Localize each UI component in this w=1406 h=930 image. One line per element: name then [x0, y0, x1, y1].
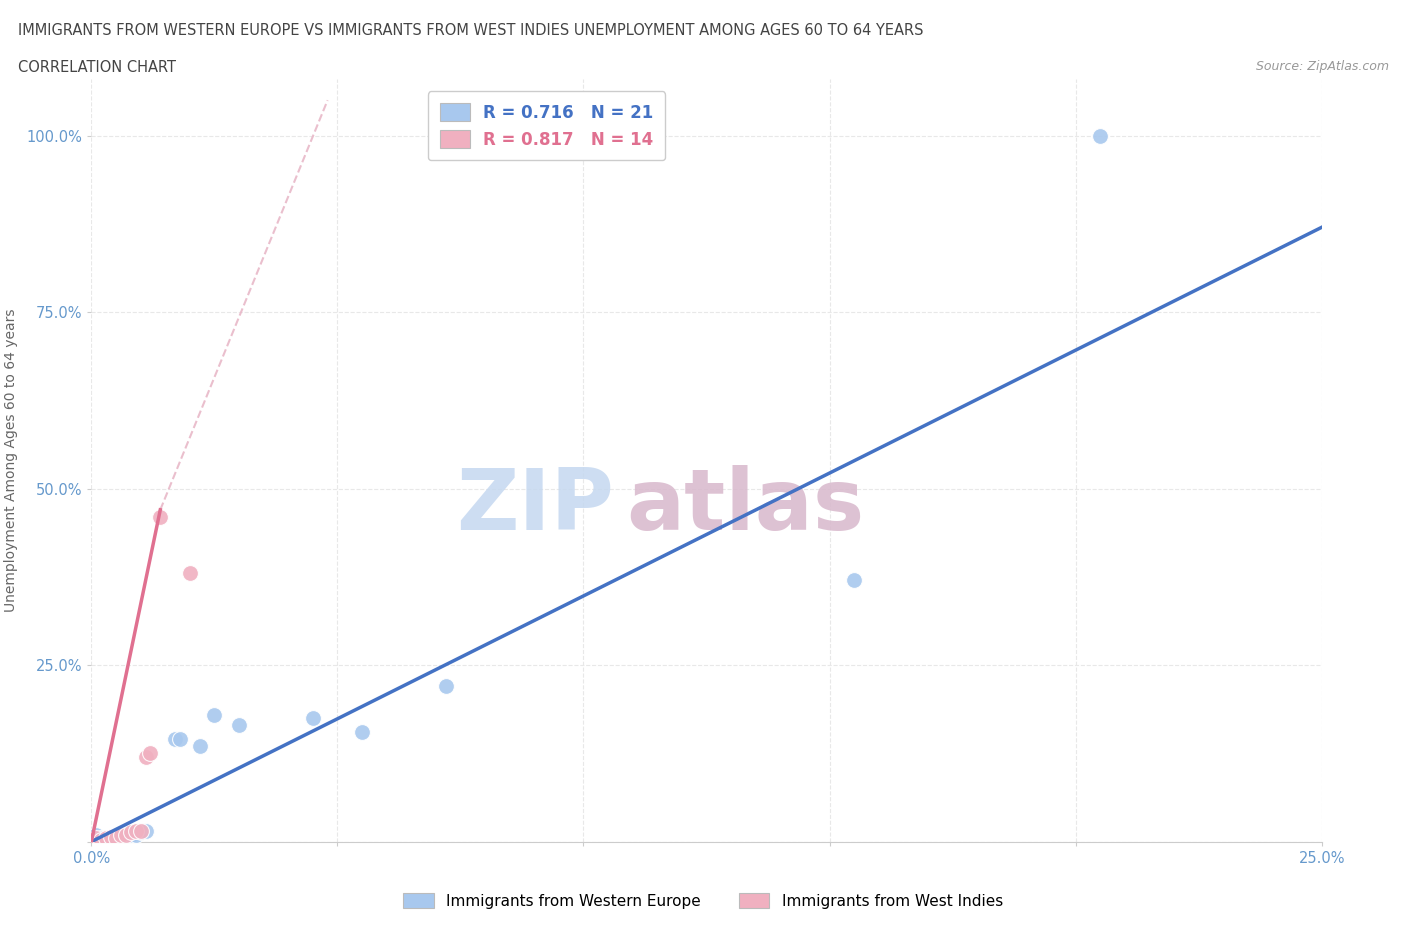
Point — [301, 711, 323, 725]
Point — [110, 830, 132, 844]
Point — [96, 830, 117, 845]
Point — [434, 679, 457, 694]
Point — [124, 824, 146, 839]
Point — [120, 825, 142, 840]
Text: CORRELATION CHART: CORRELATION CHART — [18, 60, 176, 75]
Point — [129, 824, 152, 839]
Point — [139, 746, 162, 761]
Point — [352, 724, 374, 739]
Point — [100, 830, 122, 844]
Point — [114, 827, 138, 842]
Text: Source: ZipAtlas.com: Source: ZipAtlas.com — [1256, 60, 1389, 73]
Point — [169, 732, 191, 747]
Text: ZIP: ZIP — [457, 465, 614, 548]
Point — [114, 830, 138, 845]
Point — [202, 707, 225, 722]
Text: IMMIGRANTS FROM WESTERN EUROPE VS IMMIGRANTS FROM WEST INDIES UNEMPLOYMENT AMONG: IMMIGRANTS FROM WESTERN EUROPE VS IMMIGR… — [18, 23, 924, 38]
Point — [135, 824, 156, 839]
Legend: R = 0.716   N = 21, R = 0.817   N = 14: R = 0.716 N = 21, R = 0.817 N = 14 — [427, 91, 665, 160]
Text: atlas: atlas — [627, 465, 865, 548]
Point — [105, 830, 127, 845]
Point — [90, 830, 112, 845]
Point — [120, 827, 142, 842]
Point — [228, 718, 250, 733]
Point — [842, 573, 865, 588]
Y-axis label: Unemployment Among Ages 60 to 64 years: Unemployment Among Ages 60 to 64 years — [4, 309, 18, 612]
Point — [90, 832, 112, 847]
Point — [188, 738, 211, 753]
Legend: Immigrants from Western Europe, Immigrants from West Indies: Immigrants from Western Europe, Immigran… — [396, 886, 1010, 915]
Point — [135, 750, 156, 764]
Point — [105, 830, 127, 845]
Point — [163, 732, 186, 747]
Point — [1088, 128, 1111, 143]
Point — [149, 510, 172, 525]
Point — [100, 832, 122, 847]
Point — [124, 827, 146, 842]
Point — [86, 827, 108, 842]
Point — [179, 565, 201, 580]
Point — [129, 825, 152, 840]
Point — [96, 830, 117, 845]
Point — [86, 830, 108, 845]
Point — [110, 827, 132, 842]
